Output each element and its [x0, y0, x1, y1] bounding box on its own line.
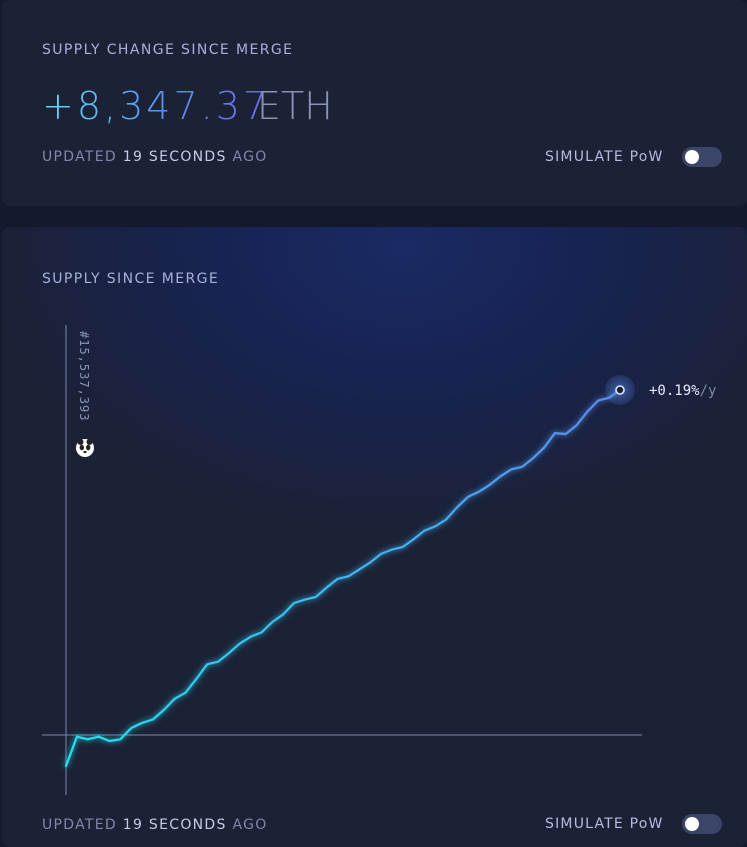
series-point: [435, 526, 436, 527]
series-point: [217, 661, 218, 662]
merge-block-label: #15,537,393: [77, 331, 91, 421]
series-point: [261, 632, 262, 633]
supply-change-card: SUPPLY CHANGE SINCE MERGE +8,347.37 ETH …: [2, 0, 747, 206]
toggle-knob: [685, 150, 699, 164]
series-point: [326, 587, 327, 588]
series-point: [380, 553, 381, 554]
series-point: [489, 484, 490, 485]
series-point: [228, 652, 229, 653]
series-point: [250, 636, 251, 637]
series-point: [402, 546, 403, 547]
circle-dot-icon: [605, 375, 635, 405]
series-point: [478, 491, 479, 492]
series-point: [522, 466, 523, 467]
series-point: [141, 722, 142, 723]
chart-updated-prefix: UPDATED: [42, 817, 117, 833]
updated-amount: 19 SECONDS: [122, 149, 227, 165]
series-point: [65, 765, 66, 766]
series-point: [196, 678, 197, 679]
series-point: [511, 469, 512, 470]
chart-updated-status: UPDATED 19 SECONDS AGO: [42, 817, 268, 833]
series-point: [587, 411, 588, 412]
chart-updated-amount: 19 SECONDS: [122, 817, 227, 833]
series-point: [598, 400, 599, 401]
series-point: [207, 664, 208, 665]
series-point: [315, 596, 316, 597]
supply-chart-title: SUPPLY SINCE MERGE: [42, 271, 220, 287]
series-point: [239, 643, 240, 644]
end-annotation-label: +0.19%/y: [649, 383, 716, 399]
series-point: [76, 736, 77, 737]
series-point: [543, 447, 544, 448]
series-point: [413, 539, 414, 540]
supply-series-line: [64, 388, 622, 768]
series-point: [337, 578, 338, 579]
series-point: [272, 621, 273, 622]
series-point: [152, 719, 153, 720]
supply-change-title: SUPPLY CHANGE SINCE MERGE: [42, 42, 294, 58]
supply-line-chart: #15,537,393 +0.19%/y: [42, 325, 716, 795]
series-point: [565, 433, 566, 434]
series-point: [185, 692, 186, 693]
simulate-pow-label: SIMULATE PoW: [545, 149, 664, 165]
updated-status: UPDATED 19 SECONDS AGO: [42, 149, 268, 165]
updated-suffix: AGO: [232, 149, 268, 165]
updated-prefix: UPDATED: [42, 149, 117, 165]
series-point: [120, 739, 121, 740]
series-point: [174, 698, 175, 699]
series-point: [163, 709, 164, 710]
chart-toggle-knob: [685, 817, 699, 831]
chart-simulate-pow-label: SIMULATE PoW: [545, 816, 664, 832]
supply-chart-card: SUPPLY SINCE MERGE #15,537,393: [2, 227, 747, 847]
series-point: [467, 496, 468, 497]
series-point: [576, 425, 577, 426]
panda-icon: [76, 439, 94, 457]
series-point: [348, 576, 349, 577]
series-point: [446, 519, 447, 520]
series-point: [456, 507, 457, 508]
chart-simulate-pow-toggle[interactable]: [682, 814, 722, 834]
supply-change-value: +8,347.37: [42, 84, 271, 128]
series-point: [532, 458, 533, 459]
series-point: [500, 476, 501, 477]
series-point: [424, 530, 425, 531]
supply-change-unit: ETH: [257, 84, 333, 128]
series-point: [87, 739, 88, 740]
simulate-pow-toggle[interactable]: [682, 147, 722, 167]
series-point: [98, 736, 99, 737]
series-point: [370, 562, 371, 563]
series-point: [359, 569, 360, 570]
chart-updated-suffix: AGO: [232, 817, 268, 833]
series-point: [131, 728, 132, 729]
series-point: [554, 433, 555, 434]
series-point: [304, 599, 305, 600]
series-point: [283, 614, 284, 615]
series-point: [109, 740, 110, 741]
series-point: [391, 549, 392, 550]
series-point: [294, 602, 295, 603]
